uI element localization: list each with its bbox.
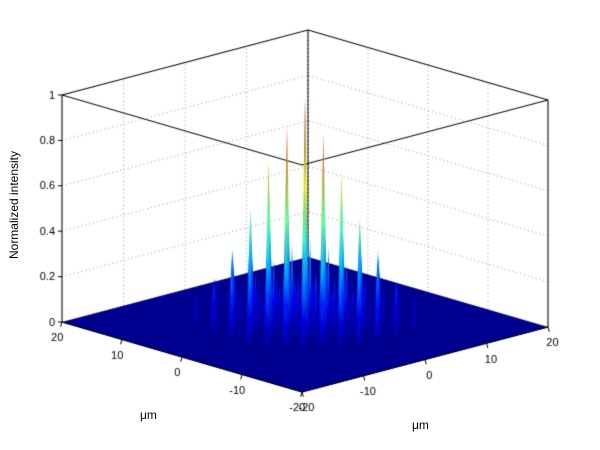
z-axis-label: Normalized intensity — [7, 150, 21, 260]
x-axis-label: μm — [412, 418, 429, 432]
y-axis-label: μm — [140, 408, 157, 422]
